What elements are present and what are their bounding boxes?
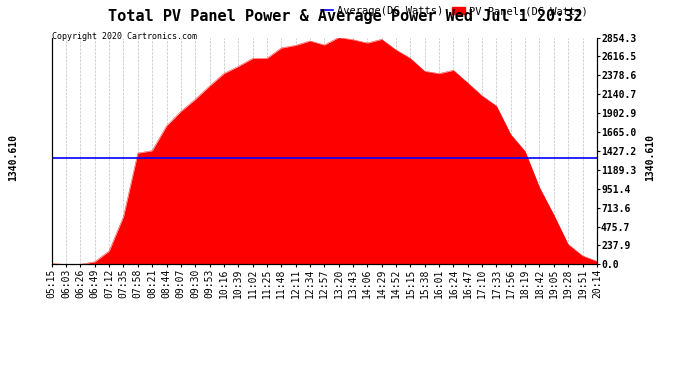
- Text: 1340.610: 1340.610: [8, 134, 18, 182]
- Legend: Average(DC Watts), PV Panels(DC Watts): Average(DC Watts), PV Panels(DC Watts): [317, 2, 591, 20]
- Text: Total PV Panel Power & Average Power Wed Jul 1 20:32: Total PV Panel Power & Average Power Wed…: [108, 9, 582, 24]
- Text: Copyright 2020 Cartronics.com: Copyright 2020 Cartronics.com: [52, 32, 197, 41]
- Text: 1340.610: 1340.610: [644, 134, 655, 182]
